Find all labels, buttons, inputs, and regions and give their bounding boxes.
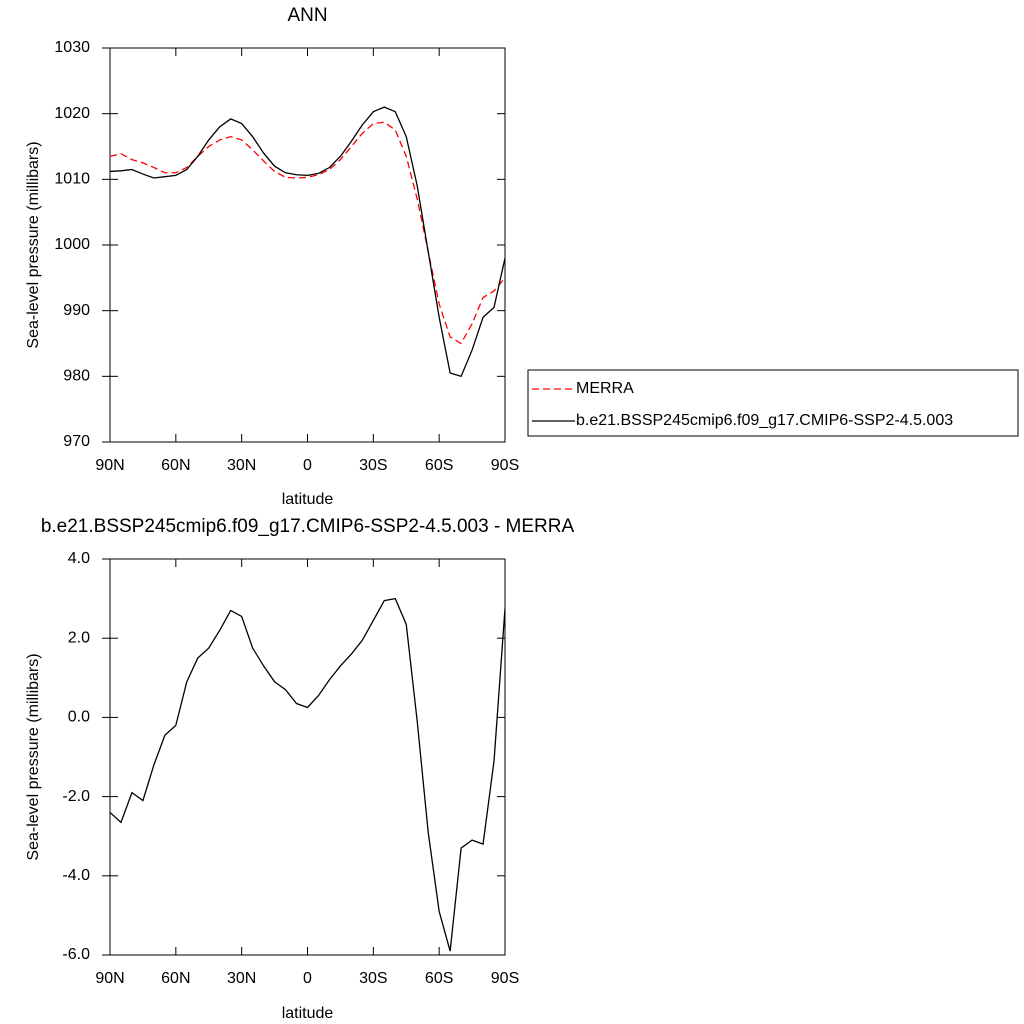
x-tick-label: 60S <box>425 457 453 474</box>
legend-box <box>527 369 1019 437</box>
y-axis-label: Sea-level pressure (millibars) <box>25 141 42 348</box>
chart-title: b.e21.BSSP245cmip6.f09_g17.CMIP6-SSP2-4.… <box>41 516 575 537</box>
x-tick-label: 60N <box>161 457 190 474</box>
y-tick-label: 2.0 <box>68 629 90 646</box>
x-tick-label: 90S <box>491 457 519 474</box>
y-tick-label: -2.0 <box>62 788 90 805</box>
legend-label: MERRA <box>576 380 634 397</box>
plot-frame <box>109 558 506 956</box>
y-tick-label: 970 <box>63 433 90 450</box>
y-tick-label: 990 <box>63 302 90 319</box>
y-tick-label: -6.0 <box>62 946 90 963</box>
x-tick-label: 90N <box>95 970 124 987</box>
x-axis-label: latitude <box>282 491 334 508</box>
y-tick-label: 1000 <box>54 236 90 253</box>
y-tick-label: 0.0 <box>68 709 90 726</box>
y-tick-label: 4.0 <box>68 550 90 567</box>
y-axis-label: Sea-level pressure (millibars) <box>25 653 42 860</box>
y-tick-label: 1020 <box>54 105 90 122</box>
x-tick-label: 90N <box>95 457 124 474</box>
x-tick-label: 30N <box>227 457 256 474</box>
x-tick-label: 0 <box>303 457 312 474</box>
y-tick-label: 1010 <box>54 171 90 188</box>
x-tick-label: 60N <box>161 970 190 987</box>
x-tick-label: 0 <box>303 970 312 987</box>
x-tick-label: 30S <box>359 457 387 474</box>
data-line <box>109 121 506 345</box>
x-tick-label: 30S <box>359 970 387 987</box>
data-line <box>109 597 506 952</box>
x-tick-label: 90S <box>491 970 519 987</box>
plot-frame <box>109 47 506 443</box>
legend-label: b.e21.BSSP245cmip6.f09_g17.CMIP6-SSP2-4.… <box>576 412 953 429</box>
y-tick-label: 1030 <box>54 39 90 56</box>
data-line <box>109 106 506 378</box>
y-tick-label: 980 <box>63 368 90 385</box>
x-tick-label: 30N <box>227 970 256 987</box>
chart-title: ANN <box>287 5 327 26</box>
x-axis-label: latitude <box>282 1005 334 1022</box>
y-tick-label: -4.0 <box>62 867 90 884</box>
x-tick-label: 60S <box>425 970 453 987</box>
